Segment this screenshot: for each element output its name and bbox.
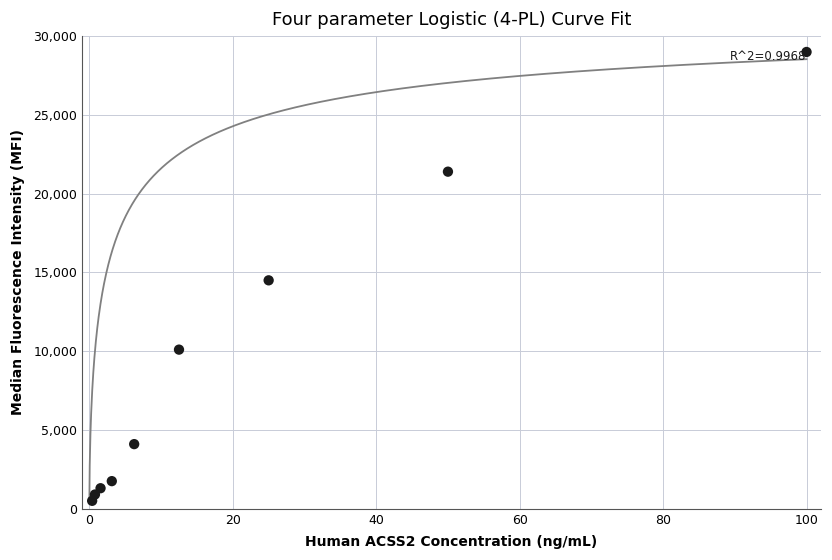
Point — [88, 490, 102, 499]
Point — [94, 484, 107, 493]
Point — [262, 276, 275, 285]
Y-axis label: Median Fluorescence Intensity (MFI): Median Fluorescence Intensity (MFI) — [11, 129, 25, 416]
Text: R^2=0.9968: R^2=0.9968 — [730, 50, 806, 63]
X-axis label: Human ACSS2 Concentration (ng/mL): Human ACSS2 Concentration (ng/mL) — [305, 535, 597, 549]
Point — [800, 48, 813, 57]
Point — [172, 345, 186, 354]
Point — [441, 167, 454, 176]
Point — [105, 477, 118, 486]
Point — [86, 496, 99, 505]
Point — [127, 440, 141, 449]
Title: Four parameter Logistic (4-PL) Curve Fit: Four parameter Logistic (4-PL) Curve Fit — [272, 11, 631, 29]
